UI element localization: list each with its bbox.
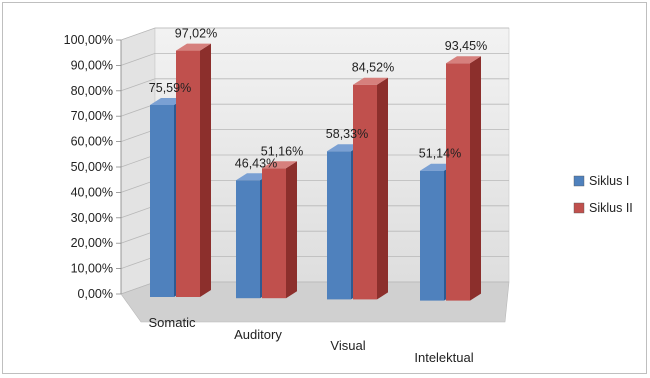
legend-swatch (573, 175, 585, 187)
bar-top (262, 161, 297, 169)
bar-siklus-ii-auditory (262, 161, 297, 299)
y-tick-label: 90,00% (71, 58, 113, 72)
y-tick-label: 80,00% (71, 84, 113, 98)
data-label: 84,52% (352, 61, 394, 75)
bar-side (470, 56, 481, 301)
bar-siklus-ii-intelektual (446, 56, 481, 301)
bar-front (236, 180, 260, 299)
gridline (120, 78, 509, 92)
y-tick-label: 10,00% (71, 262, 113, 276)
data-label: 97,02% (175, 27, 217, 41)
bar-front (420, 170, 444, 301)
legend-swatch (573, 202, 585, 214)
y-tick-label: 60,00% (71, 135, 113, 149)
x-tick-label: Visual (330, 338, 365, 353)
data-label: 75,59% (149, 81, 191, 95)
data-label: 51,14% (419, 147, 461, 161)
bar-top (446, 56, 481, 64)
x-tick-label: Auditory (234, 327, 282, 342)
data-label: 93,45% (445, 39, 487, 53)
y-tick-label: 50,00% (71, 160, 113, 174)
bar-front (353, 84, 377, 300)
bar-siklus-ii-somatic (176, 43, 211, 297)
legend-label: Siklus II (589, 201, 633, 215)
bar-front (446, 63, 470, 301)
bar-side (286, 161, 297, 299)
bar-front (176, 50, 200, 297)
y-tick-label: 100,00% (64, 33, 113, 47)
y-tick-label: 0,00% (78, 287, 113, 301)
y-tick-label: 30,00% (71, 211, 113, 225)
bar-front (150, 105, 174, 297)
legend: Siklus I Siklus II (573, 174, 633, 215)
data-label: 51,16% (261, 144, 303, 158)
x-tick-label: Intelektual (414, 350, 473, 365)
bar-top (353, 77, 388, 85)
legend-label: Siklus I (589, 174, 629, 188)
y-tick-label: 20,00% (71, 236, 113, 250)
x-tick-label: Somatic (149, 315, 196, 330)
bar-top (176, 43, 211, 51)
y-tick-label: 40,00% (71, 185, 113, 199)
bar-siklus-ii-visual (353, 77, 388, 300)
bar-front (327, 151, 351, 300)
y-axis: 0,00% 10,00% 20,00% 30,00% 40,00% 50,00% 60,00… (64, 33, 122, 301)
data-label: 58,33% (326, 127, 368, 141)
data-label: 46,43% (235, 156, 277, 170)
bar-front (262, 168, 286, 299)
x-axis: Somatic Auditory Visual Intelektual (149, 315, 474, 365)
y-tick-label: 70,00% (71, 109, 113, 123)
bar-side (377, 77, 388, 300)
data-labels: 75,59% 97,02% 46,43%51,16% 58,33% 84,52% 51,1… (149, 27, 487, 171)
gridline (120, 27, 509, 41)
gridline (120, 53, 509, 66)
bars (150, 43, 481, 301)
bar-side (200, 43, 211, 297)
